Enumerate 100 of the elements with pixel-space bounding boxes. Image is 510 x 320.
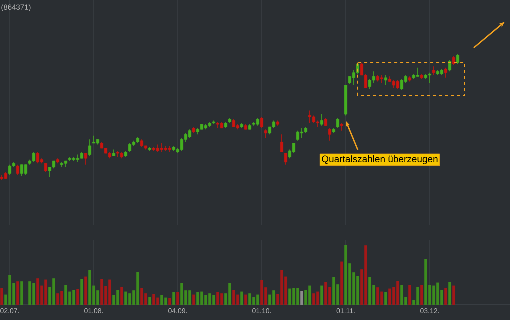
candlestick <box>20 164 24 177</box>
candlestick <box>84 153 88 166</box>
bar <box>244 294 248 305</box>
bar <box>452 286 456 305</box>
bar <box>76 289 80 305</box>
bar <box>240 292 244 305</box>
bar <box>324 282 328 305</box>
bar <box>208 294 212 305</box>
bar <box>8 274 12 305</box>
bar <box>28 282 32 305</box>
bar <box>268 294 272 305</box>
bar <box>180 283 184 305</box>
bar <box>156 298 160 305</box>
bar <box>304 290 308 305</box>
bar <box>248 294 252 305</box>
bar <box>420 285 424 305</box>
bar <box>400 285 404 305</box>
candlestick <box>16 164 20 176</box>
candlestick <box>116 150 120 158</box>
bar <box>196 292 200 305</box>
bar <box>16 282 20 305</box>
annotation: Quartalszahlen überzeugen <box>322 156 438 164</box>
candlestick <box>8 164 12 176</box>
bar <box>60 291 64 305</box>
candlestick <box>216 122 220 129</box>
bar <box>100 279 104 305</box>
bar <box>356 276 360 305</box>
bar <box>140 288 144 305</box>
bar <box>72 290 76 305</box>
bar <box>160 295 164 305</box>
bar <box>256 294 260 305</box>
candlestick <box>24 164 28 176</box>
candlestick <box>428 72 432 84</box>
bar <box>312 294 316 305</box>
bar <box>416 286 420 305</box>
candlestick <box>292 143 296 154</box>
bar <box>64 285 68 305</box>
bar <box>272 290 276 305</box>
bar <box>116 290 120 305</box>
candlestick <box>308 110 312 124</box>
candlestick <box>444 67 448 78</box>
candlestick <box>380 75 384 84</box>
bar <box>384 292 388 305</box>
bar <box>396 280 400 305</box>
candlestick <box>320 114 324 126</box>
bar <box>408 285 412 305</box>
bar <box>128 294 132 305</box>
candlestick <box>372 71 376 84</box>
candlestick <box>76 154 80 163</box>
bar <box>168 298 172 305</box>
bar <box>252 297 256 305</box>
bar <box>88 270 92 305</box>
candlestick <box>92 135 96 144</box>
bar <box>388 288 392 305</box>
candlestick <box>284 153 288 166</box>
bar <box>444 288 448 305</box>
bar <box>368 277 372 305</box>
candlestick <box>384 75 388 86</box>
candlestick <box>456 54 460 64</box>
bar <box>188 290 192 305</box>
candlestick <box>296 130 300 142</box>
bar <box>36 278 40 305</box>
bar <box>316 292 320 305</box>
candlestick <box>260 116 264 129</box>
bar <box>176 292 180 305</box>
bar <box>260 280 264 305</box>
bar <box>436 282 440 305</box>
candlestick <box>36 152 40 164</box>
bar <box>320 286 324 305</box>
bar <box>204 295 208 305</box>
bar <box>32 283 36 305</box>
bar <box>380 292 384 305</box>
bar <box>124 292 128 305</box>
bar <box>172 292 176 305</box>
bar <box>200 292 204 305</box>
candlestick <box>416 67 420 78</box>
bar <box>340 262 344 305</box>
candlestick <box>180 138 184 152</box>
bar <box>136 272 140 305</box>
bar <box>108 280 112 305</box>
bar <box>212 295 216 305</box>
candlestick <box>32 152 36 163</box>
bar <box>56 294 60 305</box>
bar <box>84 276 88 305</box>
bar <box>216 292 220 305</box>
bar <box>120 286 124 305</box>
bar <box>296 288 300 305</box>
bar <box>288 288 292 305</box>
candlestick <box>328 128 332 142</box>
candlestick <box>160 143 164 153</box>
candlestick <box>88 139 92 156</box>
candlestick <box>336 118 340 129</box>
bar <box>300 291 304 305</box>
bar <box>52 278 56 305</box>
bar <box>308 286 312 305</box>
bar <box>20 282 24 305</box>
candlestick <box>168 146 172 153</box>
candlestick <box>300 128 304 139</box>
bar <box>292 288 296 305</box>
bar <box>44 280 48 305</box>
